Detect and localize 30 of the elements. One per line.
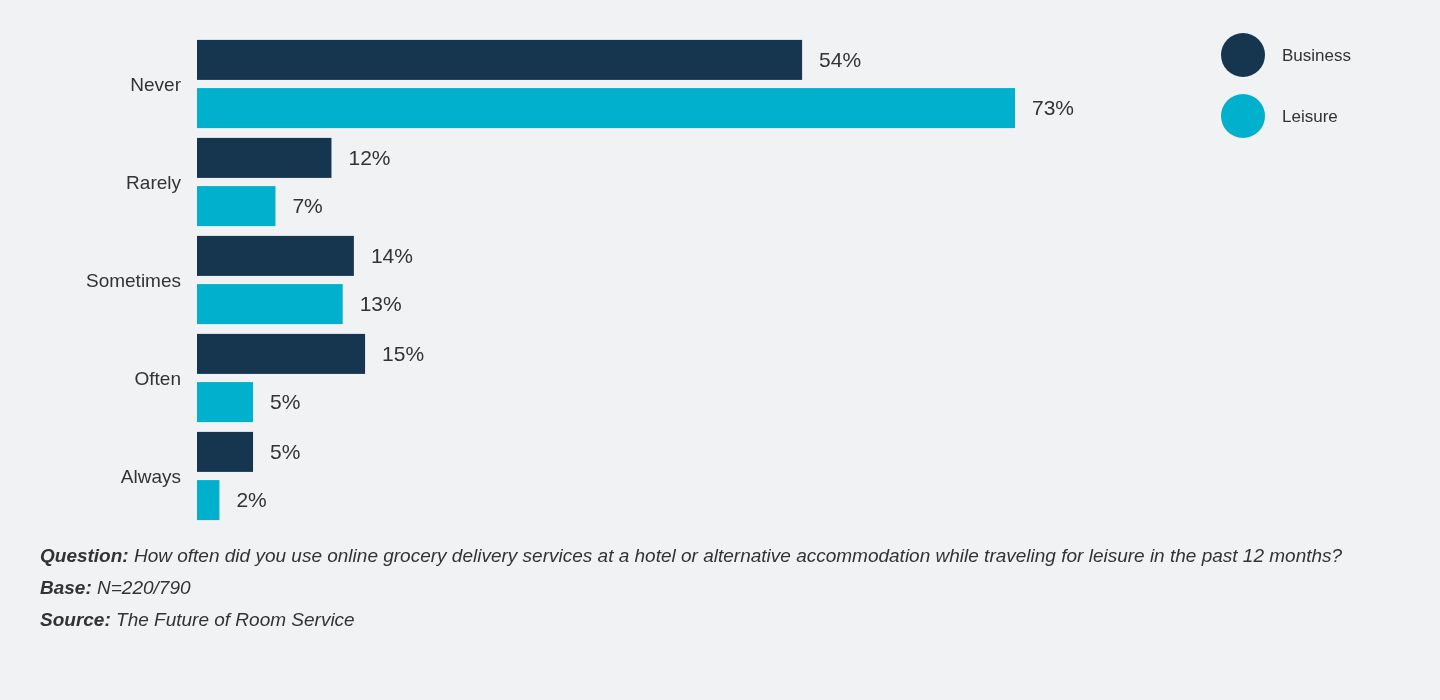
- y-tick-label: Rarely: [126, 171, 182, 193]
- text: Leisure: [1282, 106, 1338, 126]
- text: Question: How often did you use online grocery delivery services at a hotel or alternative accommodation while traveling for leisure in the past 12 months?: [40, 545, 1343, 566]
- bar: [197, 284, 343, 325]
- bar: [197, 431, 254, 472]
- y-tick-label: Never: [130, 73, 182, 95]
- bar: [197, 480, 220, 521]
- bar: [197, 39, 803, 80]
- bar: [197, 235, 354, 276]
- data-label: 54%: [819, 48, 862, 72]
- data-label: 5%: [270, 440, 301, 464]
- data-label: 13%: [359, 292, 402, 316]
- data-label: 14%: [370, 244, 413, 268]
- bar: [197, 382, 254, 423]
- bar: [197, 186, 276, 227]
- data-label: 73%: [1032, 96, 1075, 120]
- data-label: 12%: [348, 146, 391, 170]
- data-label: 15%: [382, 342, 425, 366]
- y-tick-label: Sometimes: [85, 269, 181, 291]
- data-label: 5%: [270, 390, 301, 414]
- data-label: 7%: [292, 194, 323, 218]
- data-label: 2%: [236, 488, 267, 512]
- text: Business: [1282, 45, 1351, 65]
- bar: [197, 333, 366, 374]
- y-tick-label: Always: [120, 465, 181, 487]
- bar: [197, 88, 1015, 129]
- text: Base: N=220/790: [40, 577, 191, 598]
- source-note: Source: The Future of Room Service: [40, 609, 355, 630]
- bar: [197, 137, 332, 178]
- y-tick-label: Often: [134, 367, 181, 389]
